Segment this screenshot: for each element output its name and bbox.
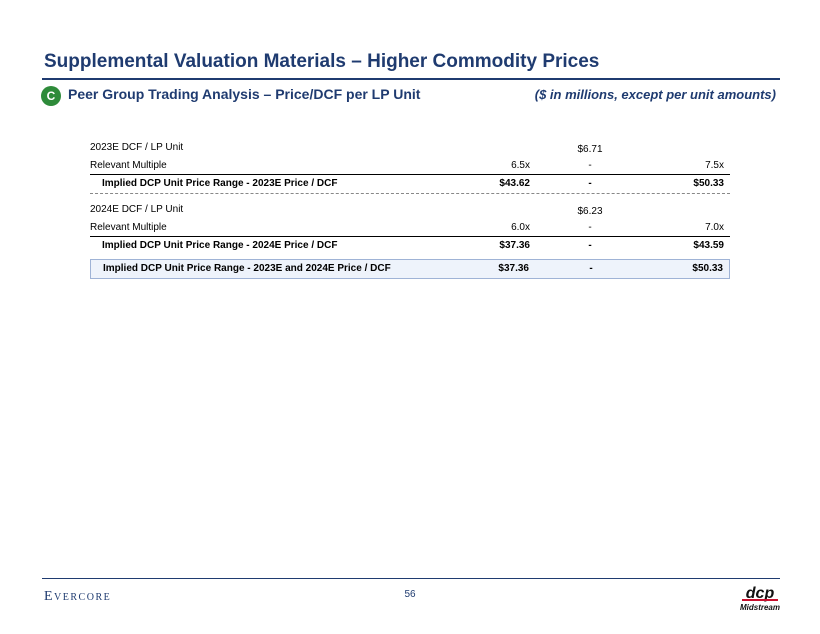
implied-combined-low: $37.36 [498, 263, 529, 274]
implied-2023-label: Implied DCP Unit Price Range - 2023E Pri… [102, 178, 338, 189]
logo-red-bar [742, 599, 778, 601]
evercore-logo: Evercore [44, 589, 112, 604]
multiple-2023-label: Relevant Multiple [90, 160, 167, 171]
multiple-2024-dash: - [588, 222, 592, 233]
dcp-midstream-logo: dcp Midstream [740, 585, 780, 612]
implied-2023-high: $50.33 [693, 178, 724, 189]
footer-divider [42, 578, 780, 579]
implied-2024-low: $37.36 [499, 240, 530, 251]
multiple-2023-row: Relevant Multiple 6.5x - 7.5x [90, 158, 730, 175]
dcf-2024-label: 2024E DCF / LP Unit [90, 204, 184, 215]
valuation-table: 2023E DCF / LP Unit $6.71 Relevant Multi… [90, 140, 730, 279]
section-badge: C [41, 86, 61, 106]
multiple-2023-low: 6.5x [511, 160, 530, 171]
implied-2023-row: Implied DCP Unit Price Range - 2023E Pri… [90, 175, 730, 194]
page-title: Supplemental Valuation Materials – Highe… [44, 51, 600, 72]
multiple-2024-row: Relevant Multiple 6.0x - 7.0x [90, 220, 730, 237]
units-note: ($ in millions, except per unit amounts) [534, 87, 776, 102]
dcf-2023-row: 2023E DCF / LP Unit $6.71 [90, 140, 730, 158]
dcf-2023-value: $6.71 [577, 144, 603, 155]
implied-2024-label: Implied DCP Unit Price Range - 2024E Pri… [102, 240, 338, 251]
implied-combined-label: Implied DCP Unit Price Range - 2023E and… [103, 263, 391, 274]
section-subtitle: Peer Group Trading Analysis – Price/DCF … [68, 86, 421, 102]
implied-2024-high: $43.59 [693, 240, 724, 251]
implied-combined-row: Implied DCP Unit Price Range - 2023E and… [90, 259, 730, 279]
page-number: 56 [404, 589, 416, 600]
multiple-2024-high: 7.0x [705, 222, 724, 233]
multiple-2024-low: 6.0x [511, 222, 530, 233]
logo-top-text: dcp [746, 585, 775, 602]
implied-2024-row: Implied DCP Unit Price Range - 2024E Pri… [90, 237, 730, 255]
dcf-2024-value: $6.23 [577, 206, 603, 217]
logo-bottom-text: Midstream [740, 603, 780, 612]
multiple-2023-high: 7.5x [705, 160, 724, 171]
implied-2024-dash: - [588, 240, 592, 251]
implied-2023-dash: - [588, 178, 592, 189]
dcf-2024-row: 2024E DCF / LP Unit $6.23 [90, 202, 730, 220]
title-divider [42, 78, 780, 80]
multiple-2023-dash: - [588, 160, 592, 171]
multiple-2024-label: Relevant Multiple [90, 222, 167, 233]
implied-2023-low: $43.62 [499, 178, 530, 189]
implied-combined-high: $50.33 [692, 263, 723, 274]
implied-combined-dash: - [589, 263, 593, 274]
dcf-2023-label: 2023E DCF / LP Unit [90, 142, 184, 153]
